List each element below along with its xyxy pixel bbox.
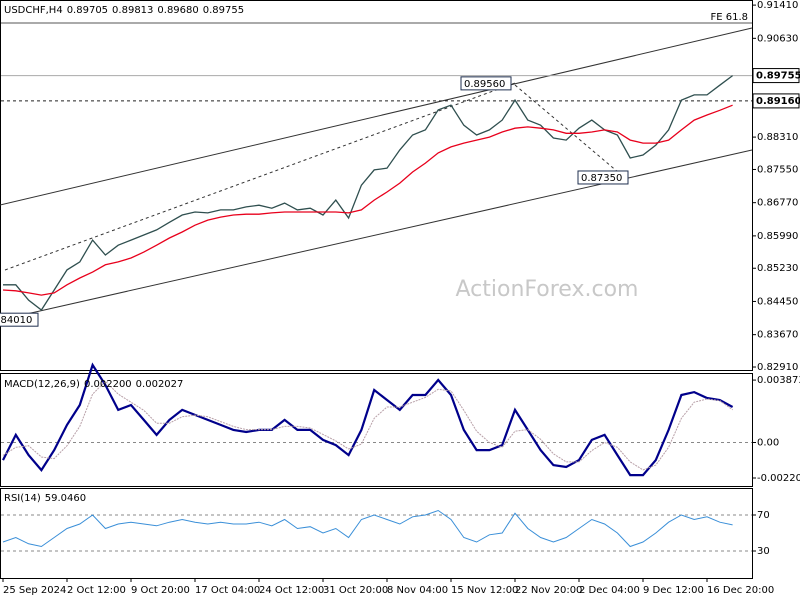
channel-upper — [0, 27, 753, 206]
x-tick-label: 16 Dec 20:00 — [707, 585, 774, 596]
annotation-label: 0.87350 — [581, 173, 622, 184]
x-tick-label: 15 Nov 12:00 — [451, 585, 518, 596]
header-value: 0.002200 — [84, 379, 132, 390]
x-tick-label: 9 Dec 12:00 — [643, 585, 704, 596]
x-tick-label: 24 Oct 12:00 — [259, 585, 324, 596]
level-label: 0.89160 — [756, 96, 800, 107]
channel-mid-dashed — [4, 82, 516, 271]
series-line — [3, 75, 733, 311]
price-panel-frame — [0, 0, 753, 371]
y-tick-label: 0.85990 — [757, 231, 798, 242]
y-tick-label: 0.91410 — [757, 0, 798, 11]
macd-panel-frame — [0, 373, 753, 487]
x-tick-label: 8 Nov 04:00 — [387, 585, 448, 596]
series-line — [2, 104, 733, 296]
annotation-label: 0.84010 — [0, 315, 32, 326]
y-tick-label: 30 — [757, 546, 770, 557]
y-tick-label: -0.002201 — [757, 473, 800, 484]
annotation-box — [577, 170, 629, 185]
series-line — [2, 380, 733, 471]
y-tick-label: 70 — [757, 510, 770, 521]
x-tick-label: 2 Oct 12:00 — [67, 585, 126, 596]
annotation-box — [460, 76, 512, 91]
header-value: 0.002027 — [136, 379, 184, 390]
y-tick-label: 0.85230 — [757, 263, 798, 274]
x-tick-label: 31 Oct 20:00 — [323, 585, 388, 596]
y-tick-label: 0.88310 — [757, 132, 798, 143]
y-tick-label: 0.84450 — [757, 296, 798, 307]
level-label: FE 61.8 — [710, 12, 748, 23]
rsi-panel-frame — [0, 488, 753, 579]
y-tick-label: 0.00 — [757, 438, 779, 449]
retrace-dashed — [514, 84, 626, 179]
y-tick-label: 0.90630 — [757, 33, 798, 44]
annotation-label: 0.89560 — [464, 79, 505, 90]
panel-title: RSI(14) — [4, 493, 41, 504]
y-tick-label: 0.003873 — [757, 375, 800, 386]
header-value: 0.89813 — [112, 5, 153, 16]
panel-title: USDCHF,H4 — [4, 5, 63, 16]
panel-title: MACD(12,26,9) — [4, 379, 80, 390]
annotation-box — [0, 312, 39, 327]
header-value: 59.0460 — [45, 493, 86, 504]
y-tick-label: 0.86770 — [757, 198, 798, 209]
panel-header: RSI(14) 59.0460 — [4, 493, 86, 504]
x-tick-label: 9 Oct 20:00 — [131, 585, 190, 596]
header-value: 0.89755 — [203, 5, 244, 16]
x-tick-label: 17 Oct 04:00 — [195, 585, 260, 596]
x-tick-label: 25 Sep 2024 — [3, 585, 66, 596]
level-label-box — [752, 93, 800, 109]
level-label-box — [752, 68, 800, 84]
y-tick-label: 0.83670 — [757, 330, 798, 341]
level-label: 0.89755 — [756, 71, 800, 82]
x-tick-label: 22 Nov 20:00 — [515, 585, 582, 596]
header-value: 0.89680 — [157, 5, 198, 16]
panel-header: USDCHF,H4 0.89705 0.89813 0.89680 0.89755 — [4, 5, 244, 16]
header-value: 0.89705 — [67, 5, 108, 16]
panel-frames — [0, 0, 753, 579]
watermark: ActionForex.com — [456, 277, 639, 302]
y-tick-label: 0.87550 — [757, 164, 798, 175]
panel-header: MACD(12,26,9) 0.002200 0.002027 — [4, 379, 183, 390]
x-tick-label: 2 Dec 04:00 — [579, 585, 640, 596]
series-line — [2, 509, 733, 548]
y-tick-label: 0.82910 — [757, 362, 798, 373]
